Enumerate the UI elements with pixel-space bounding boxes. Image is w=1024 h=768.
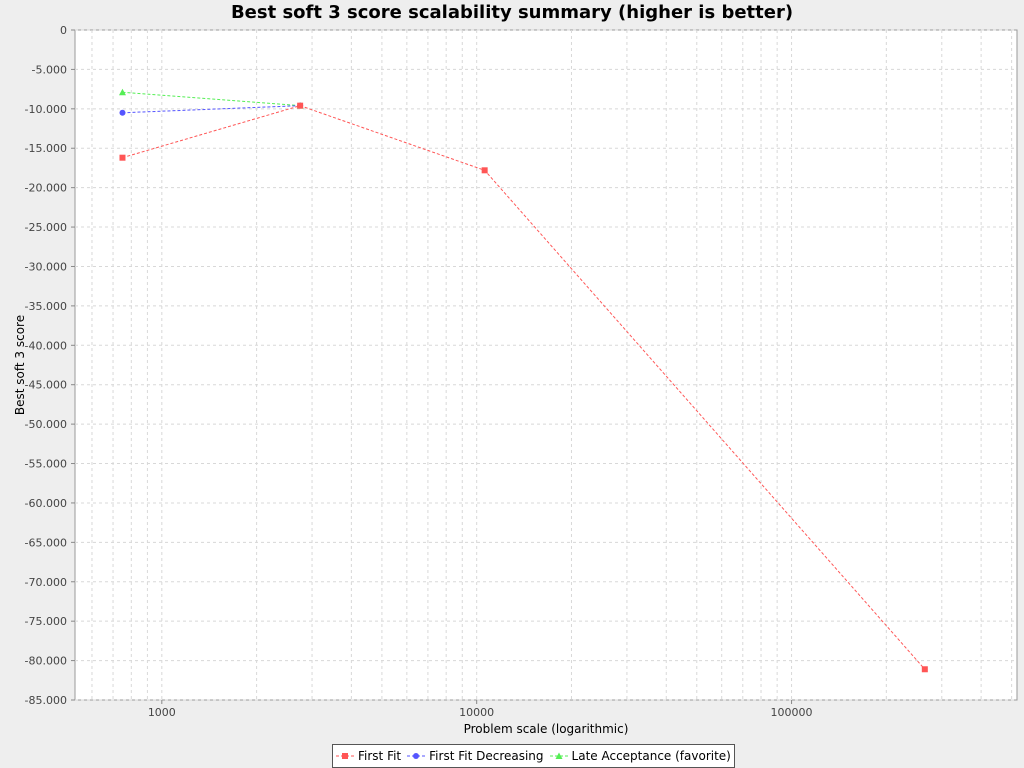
y-tick-label: -50.000	[25, 418, 67, 431]
legend-label: First Fit Decreasing	[429, 749, 544, 763]
y-tick-label: -5.000	[32, 63, 67, 76]
legend: First Fit First Fit Decreasing Late Accept…	[332, 744, 735, 768]
series-line	[122, 105, 926, 670]
legend-swatch	[407, 753, 426, 759]
legend-item: Late Acceptance (favorite)	[549, 749, 731, 763]
data-point	[481, 167, 488, 174]
y-tick-label: -45.000	[25, 379, 67, 392]
y-tick-label: -80.000	[25, 655, 67, 668]
data-point	[297, 102, 304, 109]
y-tick-label: -10.000	[25, 103, 67, 116]
y-tick-label: -70.000	[25, 576, 67, 589]
y-tick-label: -60.000	[25, 497, 67, 510]
grid-lines	[75, 29, 1017, 701]
y-tick-label: -15.000	[25, 142, 67, 155]
y-axis: 0 -5.000 -10.000 -15.000 -20.000 -25.000 -30.0…	[25, 24, 75, 707]
x-tick-label: 100000	[771, 706, 813, 719]
data-point	[119, 154, 126, 161]
y-tick-label: -55.000	[25, 458, 67, 471]
legend-swatch	[549, 752, 568, 759]
y-tick-label: -35.000	[25, 300, 67, 313]
data-point	[119, 109, 126, 116]
y-tick-label: 0	[60, 24, 67, 37]
x-axis: 1000 10000 100000	[148, 700, 813, 719]
data-point	[921, 666, 928, 673]
legend-item: First Fit	[336, 749, 401, 763]
y-tick-label: -85.000	[25, 694, 67, 707]
x-axis-title: Problem scale (logarithmic)	[464, 722, 629, 736]
y-tick-label: -20.000	[25, 182, 67, 195]
y-tick-label: -40.000	[25, 339, 67, 352]
y-axis-title: Best soft 3 score	[13, 315, 27, 415]
series-layer	[118, 88, 928, 673]
y-tick-label: -65.000	[25, 536, 67, 549]
x-tick-label: 10000	[459, 706, 494, 719]
legend-item: First Fit Decreasing	[407, 749, 544, 763]
x-tick-label: 1000	[148, 706, 176, 719]
legend-label: Late Acceptance (favorite)	[571, 749, 731, 763]
plot-area	[74, 29, 1018, 701]
data-point	[118, 88, 126, 96]
legend-swatch-marker	[342, 753, 348, 759]
y-tick-label: -75.000	[25, 615, 67, 628]
legend-label: First Fit	[358, 749, 402, 763]
chart-title: Best soft 3 score scalability summary (h…	[230, 2, 794, 23]
y-tick-label: -30.000	[25, 260, 67, 273]
legend-swatch	[336, 753, 354, 759]
series-first-fit	[119, 102, 928, 673]
legend-swatch-marker	[413, 753, 420, 759]
y-tick-label: -25.000	[25, 221, 67, 234]
legend-swatch-marker	[555, 752, 563, 759]
